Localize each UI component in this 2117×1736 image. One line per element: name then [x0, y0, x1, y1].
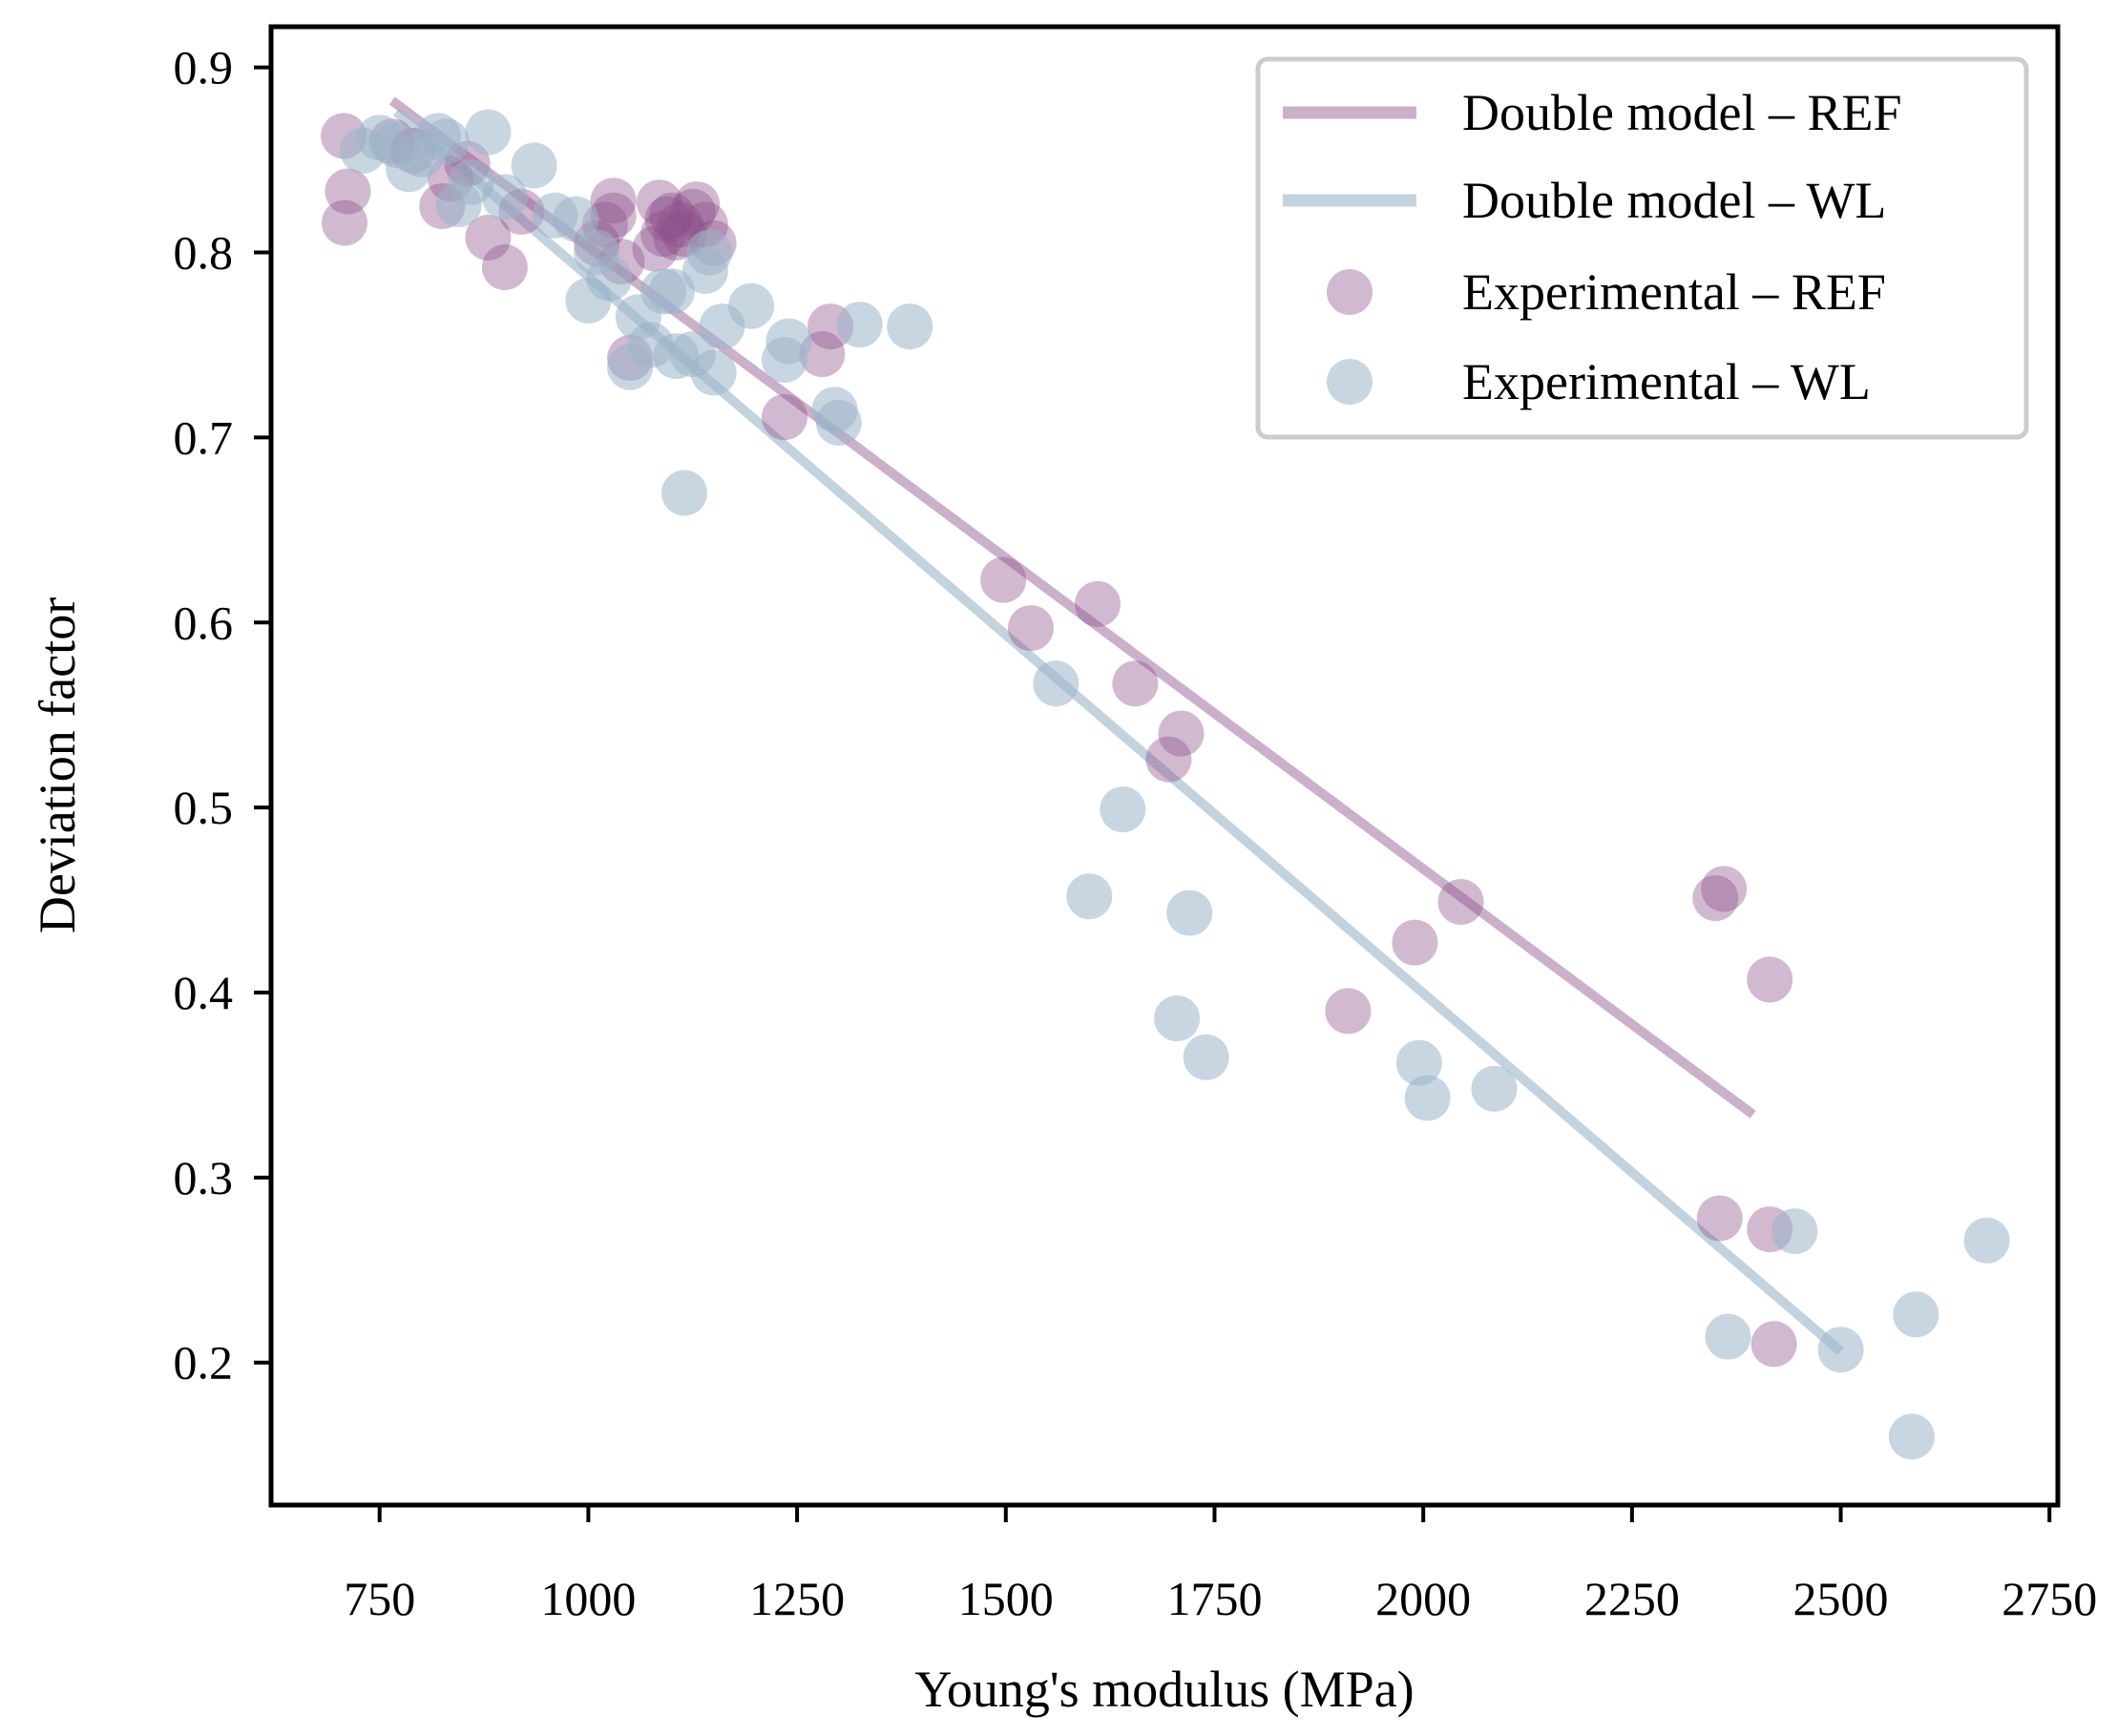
point-experimental-wl-37	[1066, 873, 1113, 920]
point-experimental-wl-31	[765, 318, 812, 365]
point-experimental-ref-46	[1696, 1195, 1743, 1242]
x-tick-label-1250: 1250	[749, 1572, 845, 1625]
point-experimental-wl-41	[1183, 1034, 1229, 1080]
x-tick-label-2250: 2250	[1584, 1572, 1680, 1625]
point-experimental-wl-46	[1771, 1208, 1818, 1255]
y-tick-label-0.3: 0.3	[174, 1151, 234, 1204]
point-experimental-wl-50	[1963, 1217, 2010, 1264]
y-tick-label-0.7: 0.7	[174, 410, 234, 464]
legend-box	[1255, 56, 2029, 440]
point-experimental-wl-39	[1154, 995, 1201, 1042]
y-tick-label-0.6: 0.6	[174, 596, 234, 649]
point-experimental-ref-36	[1145, 736, 1192, 783]
point-experimental-ref-43	[1747, 956, 1793, 1003]
x-tick-label-2000: 2000	[1375, 1572, 1471, 1625]
point-experimental-ref-32	[980, 556, 1027, 603]
point-experimental-ref-45	[1750, 1321, 1797, 1368]
x-tick-label-1750: 1750	[1166, 1572, 1262, 1625]
y-axis-title: Deviation factor	[29, 597, 86, 933]
x-tick-label-2750: 2750	[2002, 1572, 2097, 1625]
point-experimental-wl-40	[1166, 889, 1213, 936]
point-experimental-ref-39	[1392, 919, 1438, 966]
point-experimental-ref-34	[1075, 580, 1121, 627]
point-experimental-wl-26	[686, 229, 733, 276]
point-experimental-ref-17	[632, 225, 679, 272]
point-experimental-wl-36	[1033, 660, 1079, 707]
point-experimental-wl-29	[728, 282, 774, 329]
legend-swatch-experimental-wl	[1327, 359, 1373, 405]
series-points	[321, 109, 2010, 1460]
point-experimental-wl-16	[586, 255, 633, 302]
point-experimental-ref-13	[590, 178, 637, 224]
point-experimental-ref-29	[762, 394, 807, 441]
point-experimental-wl-34	[836, 302, 883, 348]
point-experimental-ref-35	[1112, 660, 1159, 707]
point-experimental-wl-47	[1817, 1327, 1864, 1373]
y-tick-label-0.8: 0.8	[174, 226, 234, 280]
point-experimental-ref-2	[322, 199, 367, 246]
x-tick-label-1500: 1500	[958, 1572, 1054, 1625]
point-experimental-wl-49	[1893, 1291, 1939, 1338]
point-experimental-ref-23	[657, 201, 703, 248]
point-experimental-wl-43	[1404, 1075, 1451, 1121]
point-experimental-wl-21	[648, 268, 695, 315]
point-experimental-wl-42	[1395, 1039, 1442, 1086]
point-experimental-ref-19	[640, 211, 687, 258]
legend-swatch-experimental-ref	[1327, 269, 1373, 315]
point-experimental-wl-11	[511, 142, 557, 189]
legend-label-experimental-wl: Experimental – WL	[1462, 353, 1871, 410]
point-experimental-ref-33	[1008, 605, 1054, 652]
y-axis: 0.2 0.3 0.4 0.5 0.6 0.7 0.8 0.9	[174, 41, 271, 1390]
point-experimental-ref-40	[1437, 879, 1484, 925]
point-experimental-ref-26	[674, 181, 721, 228]
point-experimental-wl-10	[481, 174, 528, 220]
point-experimental-ref-37	[1158, 710, 1205, 757]
point-experimental-wl-23	[661, 470, 707, 516]
point-experimental-wl-6	[423, 118, 470, 165]
point-experimental-ref-21	[648, 192, 695, 239]
point-experimental-wl-35	[887, 303, 933, 350]
legend-label-experimental-ref: Experimental – REF	[1462, 263, 1886, 321]
point-experimental-ref-41	[1692, 875, 1739, 922]
x-axis: 750 1000 1250 1500 1750 2000 2250 2500 2750	[344, 1505, 2097, 1625]
x-axis-title: Young's modulus (MPa)	[914, 1661, 1414, 1718]
point-experimental-ref-38	[1325, 988, 1372, 1035]
point-experimental-wl-45	[1705, 1313, 1751, 1360]
point-experimental-wl-38	[1100, 786, 1146, 833]
y-tick-label-0.9: 0.9	[174, 41, 234, 94]
y-tick-label-0.5: 0.5	[174, 781, 234, 834]
x-tick-label-750: 750	[344, 1572, 415, 1625]
legend: Double model – REF Double model – WL Exp…	[1255, 56, 2029, 440]
point-experimental-ref-8	[465, 215, 512, 261]
point-experimental-wl-33	[815, 399, 862, 446]
x-tick-label-2500: 2500	[1793, 1572, 1889, 1625]
point-experimental-ref-18	[636, 179, 682, 226]
point-experimental-wl-27	[690, 349, 737, 396]
point-experimental-wl-9	[465, 109, 512, 156]
point-experimental-ref-14	[590, 192, 637, 239]
plot-frame	[268, 24, 2061, 1508]
point-experimental-ref-42	[1701, 866, 1748, 912]
point-experimental-wl-13	[553, 196, 599, 242]
point-experimental-wl-48	[1888, 1413, 1935, 1460]
point-experimental-ref-20	[644, 196, 691, 242]
point-experimental-ref-25	[669, 188, 716, 235]
point-experimental-ref-9	[481, 244, 528, 290]
legend-label-double-model-wl: Double model – WL	[1462, 172, 1886, 229]
y-tick-label-0.2: 0.2	[174, 1336, 234, 1390]
point-experimental-ref-1	[325, 168, 371, 215]
point-experimental-wl-44	[1471, 1065, 1518, 1112]
x-tick-label-1000: 1000	[540, 1572, 636, 1625]
y-tick-label-0.4: 0.4	[174, 966, 234, 1019]
legend-label-double-model-ref: Double model – REF	[1462, 84, 1901, 141]
